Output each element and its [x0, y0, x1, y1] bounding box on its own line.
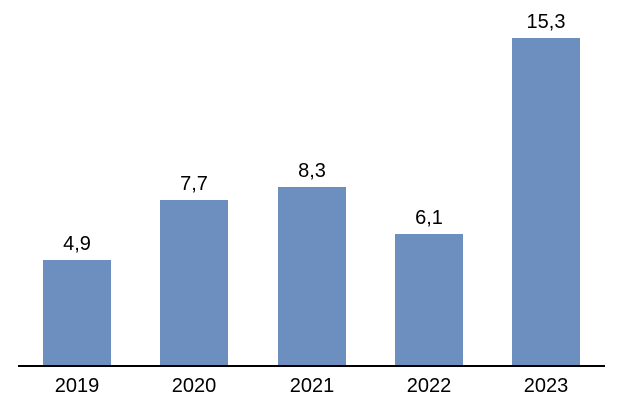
bar-2023 [512, 38, 580, 365]
category-label-2023: 2023 [523, 375, 569, 397]
value-label-2023: 15,3 [526, 11, 566, 33]
bar-2021 [278, 187, 346, 365]
category-label-2019: 2019 [54, 375, 100, 397]
category-label-2022: 2022 [406, 375, 452, 397]
value-label-2021: 8,3 [298, 160, 326, 182]
value-label-2022: 6,1 [415, 207, 443, 229]
category-label-2020: 2020 [171, 375, 217, 397]
category-label-2021: 2021 [289, 375, 335, 397]
value-label-2019: 4,9 [63, 233, 91, 255]
bar-2019 [43, 260, 111, 365]
x-axis-line [18, 365, 605, 367]
value-label-2020: 7,7 [180, 173, 208, 195]
bar-2020 [160, 200, 228, 365]
bar-2022 [395, 234, 463, 365]
